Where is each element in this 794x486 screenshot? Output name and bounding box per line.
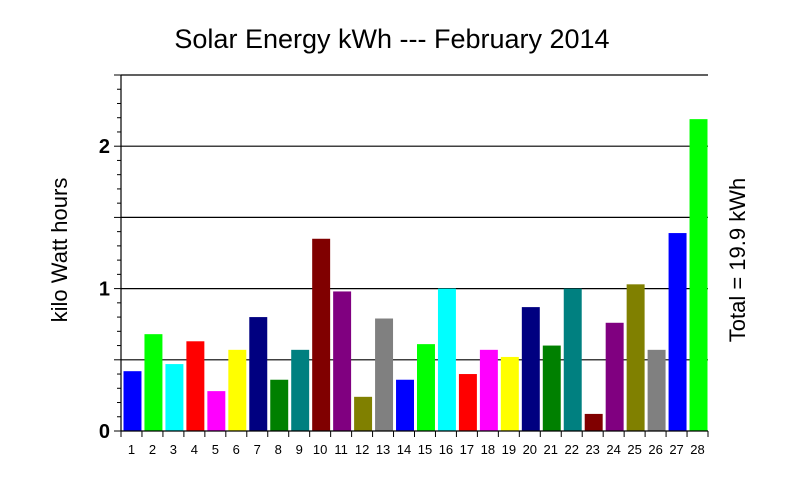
bar-day-12 bbox=[354, 396, 373, 431]
bar-day-3 bbox=[165, 364, 184, 431]
bar-day-20 bbox=[521, 307, 540, 431]
bar-day-22 bbox=[563, 288, 582, 431]
bar-day-14 bbox=[396, 379, 414, 431]
x-tick-label: 18 bbox=[481, 442, 495, 457]
chart-title: Solar Energy kWh --- February 2014 bbox=[174, 24, 609, 54]
x-tick-label: 9 bbox=[296, 442, 303, 457]
y-tick-label: 2 bbox=[99, 136, 110, 158]
gridlines bbox=[121, 74, 708, 361]
x-tick-label: 27 bbox=[669, 442, 683, 457]
x-tick-label: 17 bbox=[460, 442, 474, 457]
x-tick-label: 4 bbox=[191, 442, 198, 457]
x-tick-label: 19 bbox=[502, 442, 516, 457]
x-tick-label: 13 bbox=[376, 442, 390, 457]
x-tick-label: 16 bbox=[439, 442, 453, 457]
x-tick-label: 26 bbox=[648, 442, 662, 457]
bar-day-4 bbox=[186, 341, 205, 431]
x-tick-label: 6 bbox=[233, 442, 240, 457]
bar-day-28 bbox=[689, 119, 708, 432]
bar-day-5 bbox=[207, 391, 226, 431]
x-tick-label: 2 bbox=[149, 442, 156, 457]
x-tick-label: 21 bbox=[544, 442, 558, 457]
bar-day-8 bbox=[270, 379, 289, 431]
y-axis-label: kilo Watt hours bbox=[47, 178, 72, 323]
bar-day-13 bbox=[375, 318, 394, 431]
x-tick-label: 7 bbox=[254, 442, 261, 457]
x-tick-label: 1 bbox=[128, 442, 135, 457]
axes bbox=[114, 74, 709, 437]
bar-day-6 bbox=[228, 349, 247, 431]
x-tick-label: 15 bbox=[418, 442, 432, 457]
bar-day-2 bbox=[144, 334, 163, 431]
y-tick-label: 1 bbox=[99, 279, 110, 301]
bars bbox=[123, 119, 708, 432]
x-tick-label: 22 bbox=[564, 442, 578, 457]
x-tick-label: 24 bbox=[606, 442, 620, 457]
y-tick-label: 0 bbox=[99, 421, 110, 443]
bar-day-15 bbox=[417, 344, 435, 431]
total-annotation: Total = 19.9 kWh bbox=[725, 178, 750, 342]
y-tick-labels: 0 1 2 bbox=[99, 136, 110, 443]
bar-day-1 bbox=[123, 371, 142, 431]
bar-day-25 bbox=[626, 284, 645, 431]
bar-day-16 bbox=[437, 288, 456, 431]
x-tick-label: 8 bbox=[275, 442, 282, 457]
x-tick-label: 14 bbox=[397, 442, 411, 457]
bar-day-9 bbox=[291, 349, 310, 431]
x-tick-label: 25 bbox=[627, 442, 641, 457]
x-tick-labels: 1 2 3 4 5 6 7 8 9 10 11 12 13 14 15 16 17 18 19 20 21 22 23 24 2… bbox=[128, 442, 705, 457]
bar-day-17 bbox=[458, 374, 477, 431]
x-tick-label: 3 bbox=[170, 442, 177, 457]
x-tick-label: 28 bbox=[690, 442, 704, 457]
x-tick-label: 12 bbox=[355, 442, 369, 457]
bar-day-27 bbox=[668, 233, 687, 431]
bar-day-21 bbox=[542, 345, 561, 431]
x-tick-label: 10 bbox=[313, 442, 327, 457]
bar-day-26 bbox=[647, 349, 666, 431]
bar-day-19 bbox=[500, 356, 519, 431]
x-tick-label: 23 bbox=[585, 442, 599, 457]
bar-day-7 bbox=[249, 317, 268, 431]
bar-day-10 bbox=[312, 238, 331, 431]
bar-day-23 bbox=[584, 413, 603, 431]
bar-day-11 bbox=[333, 291, 352, 431]
bar-day-18 bbox=[479, 349, 498, 431]
bar-day-24 bbox=[605, 322, 624, 431]
x-tick-label: 5 bbox=[212, 442, 219, 457]
x-tick-label: 20 bbox=[523, 442, 537, 457]
x-tick-label: 11 bbox=[334, 442, 348, 457]
